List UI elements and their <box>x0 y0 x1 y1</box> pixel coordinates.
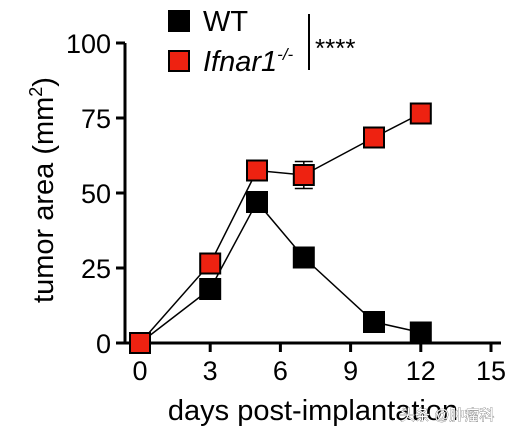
data-point-wt <box>246 191 268 213</box>
series-ifnar1 <box>129 102 432 354</box>
x-tick-label: 6 <box>273 356 288 386</box>
x-tick-label: 12 <box>406 356 436 386</box>
legend-marker-ifnar1 <box>168 50 190 72</box>
y-tick-label: 0 <box>96 329 111 359</box>
legend-label-ifnar1-main: Ifnar1 <box>203 46 277 78</box>
x-tick-label: 9 <box>343 356 358 386</box>
x-axis-title: days post-implantation <box>168 395 458 427</box>
y-tick-label: 50 <box>81 179 111 209</box>
y-axis-title: tumor area (mm2) <box>26 77 60 303</box>
significance-stars: **** <box>315 33 355 63</box>
data-point-ifnar1 <box>246 159 268 182</box>
x-tick-label: 3 <box>203 356 218 386</box>
series-layer <box>129 102 432 354</box>
data-point-ifnar1 <box>129 332 151 354</box>
y-tick-label: 75 <box>81 104 111 134</box>
legend-label-ifnar1-superscript: -/- <box>277 45 293 64</box>
y-tick-label: 100 <box>66 29 111 59</box>
data-point-ifnar1 <box>409 102 432 125</box>
x-axis-ticks: 0 3 6 9 12 15 <box>132 343 506 386</box>
watermark: 头条 @肿瘤科 <box>400 407 494 424</box>
series-wt <box>129 191 432 354</box>
y-axis-ticks: 0 25 50 75 100 <box>66 29 125 359</box>
y-axis-title-main: tumor area (mm <box>28 97 60 303</box>
data-point-wt <box>292 246 315 269</box>
data-point-wt <box>199 278 222 300</box>
data-point-ifnar1 <box>199 252 222 275</box>
axes: 0 25 50 75 100 0 3 6 9 12 15 <box>66 29 506 386</box>
y-tick-label: 25 <box>81 254 111 284</box>
legend-marker-wt <box>168 10 190 32</box>
x-tick-label: 0 <box>132 356 147 386</box>
legend: WT Ifnar1-/- **** <box>168 6 355 78</box>
y-axis-title-superscript: 2 <box>26 87 46 97</box>
legend-label-ifnar1: Ifnar1-/- <box>203 45 294 78</box>
legend-label-wt: WT <box>203 6 248 38</box>
data-point-wt <box>363 311 385 333</box>
y-axis-title-close: ) <box>28 77 60 87</box>
data-point-wt <box>409 321 432 344</box>
data-point-ifnar1 <box>363 126 385 149</box>
x-tick-label: 15 <box>476 356 506 386</box>
data-point-ifnar1 <box>292 164 315 186</box>
